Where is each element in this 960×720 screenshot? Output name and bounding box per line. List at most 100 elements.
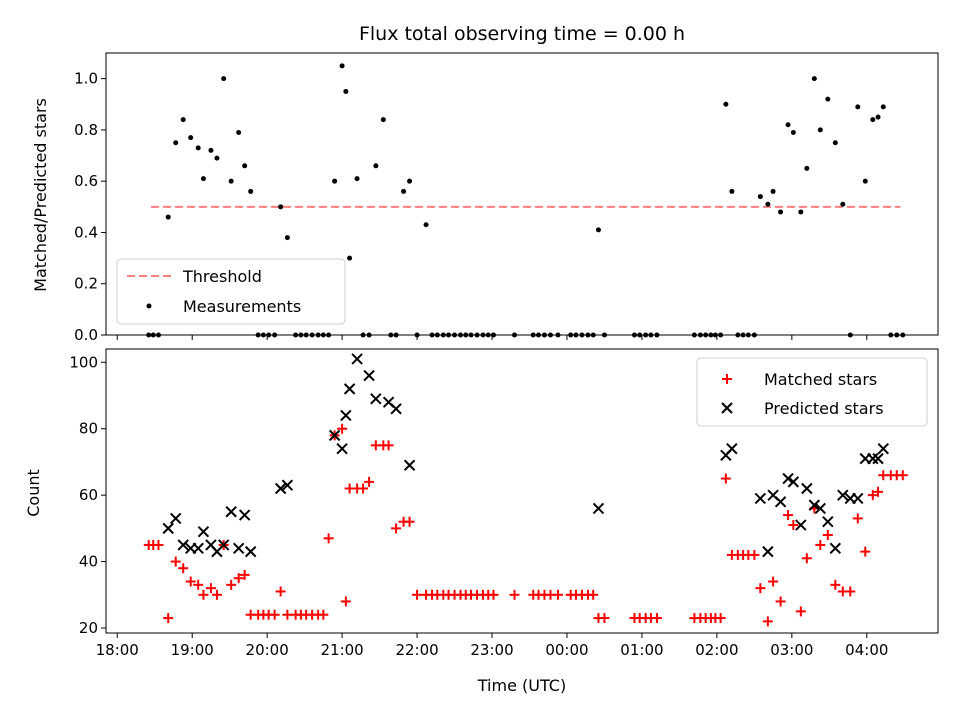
bottom-plot: 20 40 60 80 100 18:00 19:00 20:00 21:00 22:00 23:0… [69, 348, 939, 659]
measurement-point [832, 140, 838, 146]
measurement-point [790, 129, 796, 135]
matched-star-point [552, 589, 563, 600]
matched-star-point [873, 486, 884, 497]
measurement-point [221, 76, 227, 82]
bottom-plot-frame [105, 348, 939, 634]
matched-star-point [775, 596, 786, 607]
predicted-star-point [336, 442, 348, 455]
predicted-star-point [197, 525, 210, 538]
measurement-point [284, 235, 290, 241]
matched-star-point [178, 563, 189, 574]
measurement-point [373, 163, 379, 169]
top-y-tick-label: 0.2 [74, 275, 98, 293]
bottom-x-tick-label: 03:00 [770, 641, 813, 659]
bottom-x-tick-label: 00:00 [545, 641, 588, 659]
matched-star-point [153, 539, 164, 550]
measurement-point [248, 188, 254, 194]
matched-star-point [715, 613, 726, 624]
legend-measurements-label: Measurements [183, 297, 301, 316]
measurement-point [880, 104, 886, 110]
measurement-point [165, 214, 171, 220]
bottom-x-axis-label: Time (UTC) [477, 676, 566, 695]
predicted-star-point [726, 442, 738, 455]
predicted-star-point [232, 542, 245, 555]
predicted-star-point [274, 482, 287, 495]
bottom-x-tick-label: 19:00 [171, 641, 214, 659]
matched-star-point [783, 510, 794, 521]
predicted-star-point [162, 522, 174, 535]
matched-star-point [749, 549, 760, 560]
matched-star-point [233, 573, 244, 584]
predicted-star-point [782, 472, 794, 485]
matched-star-point [323, 533, 334, 544]
matched-star-point [651, 613, 662, 624]
predicted-star-point [872, 452, 884, 465]
measurement-point [401, 188, 407, 194]
matched-star-point [383, 440, 394, 451]
predicted-star-point [814, 502, 827, 515]
predicted-star-point [351, 353, 363, 365]
measurement-point [765, 201, 771, 207]
bottom-y-tick-label: 60 [79, 486, 98, 504]
matched-star-point [205, 583, 216, 594]
measurement-point [278, 204, 284, 210]
measurement-point [173, 140, 179, 146]
measurement-point [347, 255, 353, 261]
measurement-point [354, 176, 360, 182]
measurement-point [332, 178, 338, 184]
predicted-star-point [592, 502, 605, 515]
predicted-star-point [244, 545, 257, 558]
top-legend-box [116, 258, 346, 325]
measurement-point [339, 63, 345, 69]
top-y-tick-label: 0.8 [74, 121, 98, 139]
measurement-point [188, 135, 194, 141]
predicted-star-point [774, 496, 787, 508]
predicted-star-point [867, 452, 879, 465]
matched-star-point [755, 583, 766, 594]
legend-predicted-swatch [721, 402, 733, 414]
bottom-y-tick-label: 80 [79, 420, 98, 438]
predicted-star-point [808, 499, 821, 511]
top-chart-title: Flux total observing time = 0.00 h [359, 23, 685, 45]
matched-star-point [845, 586, 856, 597]
matched-star-point [198, 589, 209, 600]
predicted-star-point [403, 459, 416, 471]
predicted-star-point [787, 476, 800, 488]
measurement-point [817, 127, 823, 133]
predicted-star-point [363, 369, 375, 382]
measurement-point [595, 227, 601, 233]
predicted-star-point [795, 519, 807, 531]
matched-star-point [720, 473, 731, 484]
matched-star-point [226, 579, 237, 590]
bottom-x-tick-label: 23:00 [470, 641, 513, 659]
matched-star-point [391, 523, 402, 534]
legend-predicted-label: Predicted stars [764, 399, 884, 418]
legend-matched-label: Matched stars [764, 370, 877, 389]
matched-star-point [788, 520, 799, 531]
measurement-point [195, 145, 201, 151]
top-plot-frame [105, 52, 939, 336]
bottom-x-tick-label: 01:00 [620, 641, 663, 659]
matched-star-point [599, 613, 610, 624]
matched-star-point [358, 483, 369, 494]
measurement-point [423, 222, 429, 228]
bottom-x-tick-label: 22:00 [395, 641, 438, 659]
top-y-axis-label: Matched/Predicted stars [31, 98, 50, 292]
matched-star-point [211, 589, 222, 600]
measurement-point [757, 194, 763, 200]
top-plot: 0.0 0.2 0.4 0.6 0.8 1.0 [74, 52, 939, 344]
bottom-legend-box [696, 357, 928, 427]
measurement-point [200, 176, 206, 182]
bottom-x-tick-label: 20:00 [246, 641, 289, 659]
matched-star-point [801, 553, 812, 564]
matched-star-point [588, 589, 599, 600]
matched-star-point [897, 470, 908, 481]
predicted-star-point [328, 429, 341, 442]
top-y-tick-label: 1.0 [74, 70, 98, 88]
predicted-star-point [822, 516, 834, 528]
measurement-point [798, 209, 804, 215]
predicted-star-point [801, 482, 813, 495]
predicted-star-point [370, 393, 382, 405]
matched-star-point [830, 579, 841, 590]
